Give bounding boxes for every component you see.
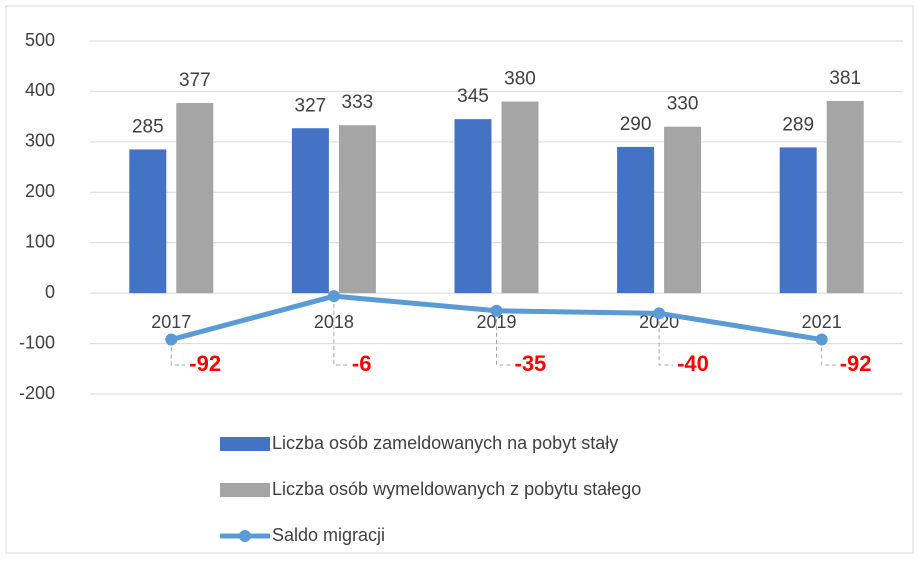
y-tick-label: -200 (19, 383, 55, 403)
line-value-label: -92 (840, 351, 872, 376)
bar (338, 125, 376, 294)
bar (779, 147, 817, 294)
legend-label: Liczba osób wymeldowanych z pobytu stałe… (272, 479, 641, 499)
bar-value-label: 327 (295, 95, 327, 116)
leader-line (658, 321, 674, 366)
bar (291, 128, 329, 294)
line-value-label: -92 (189, 351, 221, 376)
bar (454, 119, 492, 294)
line-point (490, 304, 503, 317)
y-tick-label: 300 (25, 131, 55, 151)
bar-value-label: 330 (667, 94, 699, 115)
x-tick-label: 2017 (151, 312, 191, 332)
y-tick-label: -100 (19, 332, 55, 352)
bar (176, 103, 214, 294)
line-value-label: -40 (677, 351, 709, 376)
bar-value-label: 285 (132, 116, 164, 137)
line-point (653, 307, 666, 320)
bar-value-label: 333 (342, 92, 374, 113)
line-value-label: -6 (352, 351, 372, 376)
bar (617, 146, 655, 294)
legend-label: Liczba osób zameldowanych na pobyt stały (272, 433, 618, 453)
y-tick-label: 200 (25, 181, 55, 201)
line-point (327, 290, 340, 303)
legend-swatch (220, 437, 270, 451)
bar-value-label: 289 (782, 114, 814, 135)
leader-line (333, 304, 348, 366)
bar-value-label: 377 (179, 70, 211, 91)
leader-line (170, 347, 186, 366)
line-value-label: -35 (515, 351, 547, 376)
leader-line (821, 347, 836, 366)
line-point (815, 333, 828, 346)
bar-value-label: 290 (620, 114, 652, 135)
bar-value-label: 381 (829, 68, 861, 89)
y-tick-label: 0 (45, 282, 55, 302)
bar (129, 149, 167, 294)
legend-label: Saldo migracji (272, 525, 385, 545)
legend-swatch (220, 483, 270, 497)
y-tick-label: 400 (25, 80, 55, 100)
bar (826, 101, 864, 294)
y-tick-label: 500 (25, 30, 55, 50)
x-tick-label: 2021 (802, 312, 842, 332)
bar-value-label: 345 (457, 86, 489, 107)
line-point (165, 333, 178, 346)
leader-line (496, 318, 511, 366)
bar (501, 101, 539, 294)
y-tick-label: 100 (25, 231, 55, 251)
bar-value-label: 380 (504, 69, 536, 90)
legend-marker (239, 530, 251, 542)
bar (664, 126, 702, 294)
